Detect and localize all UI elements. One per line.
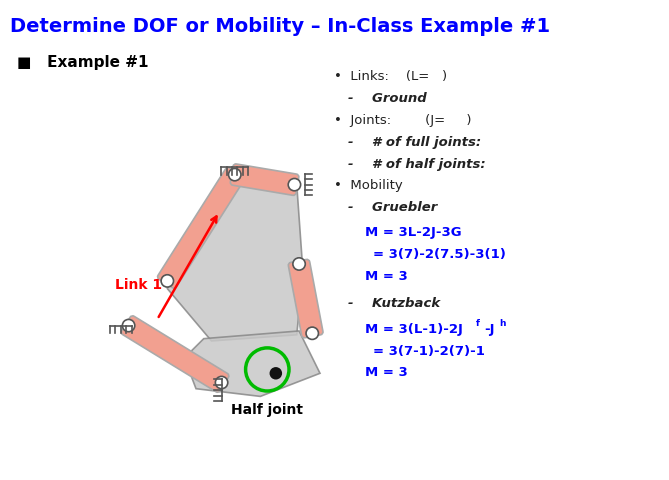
Polygon shape [185, 331, 320, 396]
Text: Determine DOF or Mobility – In-Class Example #1: Determine DOF or Mobility – In-Class Exa… [10, 17, 550, 36]
Text: M = 3L-2J-3G: M = 3L-2J-3G [365, 226, 461, 240]
Circle shape [306, 327, 318, 339]
FancyBboxPatch shape [288, 259, 323, 338]
Text: -    Kutzback: - Kutzback [348, 297, 440, 310]
Text: •  Joints:        (J=     ): • Joints: (J= ) [334, 114, 472, 128]
Circle shape [229, 168, 241, 181]
Text: Half joint: Half joint [231, 403, 303, 417]
Circle shape [161, 275, 173, 287]
Text: h: h [500, 320, 506, 328]
Text: -    # of half joints:: - # of half joints: [348, 157, 486, 171]
Text: •  Links:    (L=   ): • Links: (L= ) [334, 70, 448, 84]
FancyBboxPatch shape [121, 316, 229, 392]
Text: = 3(7)-2(7.5)-3(1): = 3(7)-2(7.5)-3(1) [373, 248, 506, 261]
Circle shape [293, 258, 305, 270]
Text: M = 3: M = 3 [365, 366, 407, 380]
Text: Link 1: Link 1 [114, 278, 162, 292]
Text: •  Mobility: • Mobility [334, 179, 403, 192]
Text: -J: -J [484, 323, 495, 336]
Text: f: f [476, 320, 480, 328]
FancyBboxPatch shape [230, 164, 299, 195]
Text: -    Gruebler: - Gruebler [348, 201, 437, 214]
Text: = 3(7-1)-2(7)-1: = 3(7-1)-2(7)-1 [373, 345, 485, 358]
Text: -    # of full joints:: - # of full joints: [348, 136, 481, 149]
Circle shape [122, 319, 134, 332]
Text: ■   Example #1: ■ Example #1 [17, 55, 149, 70]
Circle shape [270, 368, 281, 379]
Circle shape [215, 376, 227, 389]
FancyBboxPatch shape [157, 168, 245, 288]
Text: M = 3: M = 3 [365, 269, 407, 283]
Text: -    Ground: - Ground [348, 92, 427, 105]
Circle shape [288, 179, 300, 191]
Polygon shape [167, 179, 303, 341]
Text: M = 3(L-1)-2J: M = 3(L-1)-2J [365, 323, 462, 336]
